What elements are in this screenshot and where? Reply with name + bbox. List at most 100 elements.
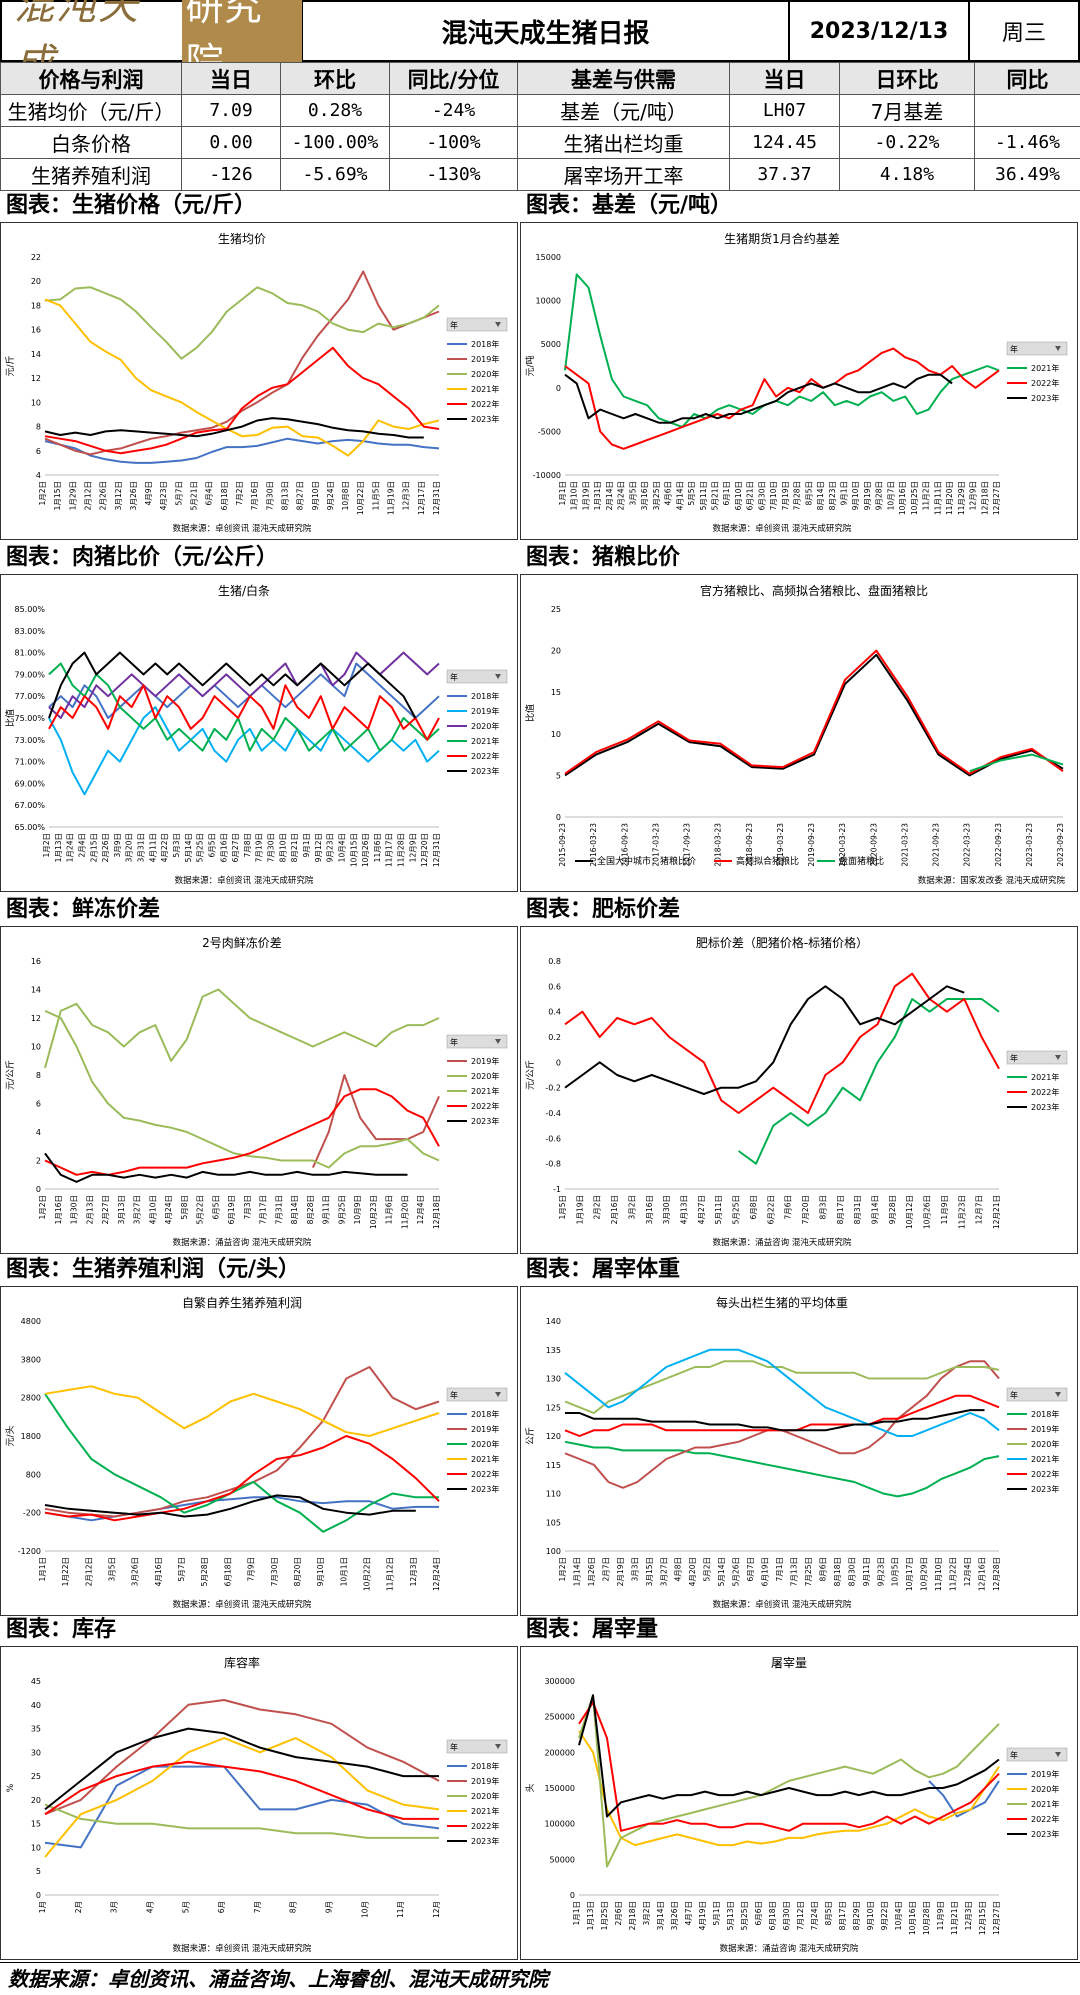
x-tick-label: 11月9日 [936,1901,945,1930]
x-tick-label: 6月1日 [722,481,731,506]
x-tick-label: 3月2日 [642,1901,651,1926]
x-tick-label: 5月26日 [732,1557,741,1586]
x-tick-label: 3月12日 [114,481,123,510]
table-header: 环比 [280,62,390,95]
x-tick-label: 11月11日 [933,481,942,515]
legend-item: 2020年 [1031,1439,1059,1449]
legend-item: 2020年 [471,369,499,379]
x-tick-label: 9月10日 [866,1901,875,1930]
chart-pork-ratio: 生猪/白条 比值 65.00% 67.00% 69.00% 71.00% 73.00% 75.… [0,574,518,892]
section-title: 图表：猪粮比价 [520,544,1080,572]
x-tick-label: 11月6日 [373,833,382,862]
legend-item: 2019年 [471,1776,499,1786]
y-tick-label: 16 [31,957,41,966]
x-tick-label: 9月14日 [870,1195,879,1224]
x-tick-label: 3月20日 [125,833,134,862]
y-tick-label: 30 [31,1748,41,1757]
x-tick-label: 10月5日 [891,1557,900,1586]
x-tick-label: 3月16日 [645,1195,654,1224]
y-tick-label: 8 [36,1071,41,1080]
legend-item: 2020年 [471,1791,499,1801]
x-tick-label: 6月30日 [782,1901,791,1930]
legend-title: 年 [450,1037,458,1047]
legend-item: 2022年 [471,1469,499,1479]
x-tick-label: 8月17日 [838,1901,847,1930]
y-tick-label: -1 [553,1185,561,1194]
x-tick-label: 12月31日 [432,481,441,515]
x-tick-label: 4月19日 [698,1901,707,1930]
chart-title: 肥标价差（肥猪价格-标猪价格） [696,935,868,950]
y-tick-label: -0.6 [545,1134,561,1143]
legend-item: 2023年 [1031,1829,1059,1839]
x-tick-label: 1月26日 [587,1557,596,1586]
x-tick-label: 7月24日 [810,1901,819,1930]
section-title: 图表：生猪价格（元/斤） [0,192,520,220]
x-tick-label: 2018-03-23 [714,823,723,867]
series-line [738,998,1000,1165]
x-tick-label: 7月30日 [270,1557,279,1586]
x-tick-label: 4月 [145,1901,154,1913]
series-line [564,653,1064,777]
filter-icon [495,1392,501,1397]
x-tick-label: 10月25日 [910,481,919,515]
table-header: 价格与利润 [0,62,182,95]
series-line [565,1409,985,1432]
x-tick-label: 10月29日 [920,1557,929,1591]
x-tick-label: 2019-03-23 [776,823,785,867]
y-tick-label: 25 [551,605,561,614]
chart-source: 数据来源：涌益咨询 混沌天成研究院 [713,1237,852,1248]
legend-item: 2018年 [471,1761,499,1771]
x-tick-label: 8月31日 [853,1195,862,1224]
x-tick-label: 7月16日 [250,481,259,510]
x-tick-label: 6月18日 [768,1901,777,1930]
x-tick-label: 6月27日 [231,833,240,862]
legend-item: 2022年 [471,751,499,761]
x-tick-label: 3月9日 [113,833,122,858]
x-tick-label: 7月8日 [243,833,252,858]
y-tick-label: 5000 [541,340,561,349]
x-tick-label: 11月2日 [922,481,931,510]
x-tick-label: 11月21日 [950,1901,959,1935]
x-tick-label: 12月28日 [992,1557,1001,1591]
table-header: 当日 [729,62,840,95]
x-tick-label: 2月12日 [83,481,92,510]
chart-source: 数据来源：卓创资讯 混沌天成研究院 [175,875,314,886]
y-tick-label: 12 [31,374,41,383]
series-line [44,298,440,457]
x-tick-label: 9月19日 [863,481,872,510]
legend-item: 2020年 [471,1439,499,1449]
table-row: 屠宰场开工率 37.37 4.18% 36.49% [517,158,1080,191]
x-tick-label: 2月26日 [99,481,108,510]
y-axis-label: 公斤 [525,1427,536,1445]
series-line [564,1440,1000,1498]
x-tick-label: 6月 [217,1901,226,1913]
x-tick-label: 1月13日 [586,1901,595,1930]
y-tick-label: -0.4 [545,1109,561,1118]
legend-header [1006,341,1068,356]
price-profit-table: 价格与利润 当日 环比 同比/分位 生猪均价（元/斤） 7.09 0.28% -24% 白条… [0,62,518,191]
x-tick-label: 6月19日 [227,1195,236,1224]
x-tick-label: 10月22日 [362,1557,371,1591]
series-line [44,270,440,456]
y-axis-label: % [6,1783,16,1792]
x-tick-label: 9月10日 [316,1557,325,1586]
y-tick-label: 100000 [544,1820,575,1829]
y-tick-label: 8 [36,423,41,432]
chart-source: 数据来源：涌益咨询 混沌天成研究院 [720,1943,859,1954]
y-tick-label: 20 [551,647,561,656]
y-axis-label: 元/公斤 [5,1060,16,1090]
y-tick-label: 300000 [544,1677,575,1686]
x-tick-label: 2022-03-23 [963,823,972,867]
x-tick-label: 5月21日 [190,481,199,510]
series-line [48,684,440,741]
y-tick-label: 0.6 [548,982,561,991]
legend-item: 2023年 [471,414,499,424]
x-tick-label: 7月30日 [267,833,276,862]
x-tick-label: 4月20日 [688,1557,697,1586]
chart-source: 数据来源：卓创资讯 混沌天成研究院 [173,523,312,534]
x-tick-label: 2月14日 [605,481,614,510]
y-tick-label: 16 [31,326,41,335]
chart-title: 生猪期货1月合约基差 [724,231,840,246]
x-tick-label: 7月20日 [801,1195,810,1224]
x-tick-label: 11月22日 [949,1557,958,1591]
